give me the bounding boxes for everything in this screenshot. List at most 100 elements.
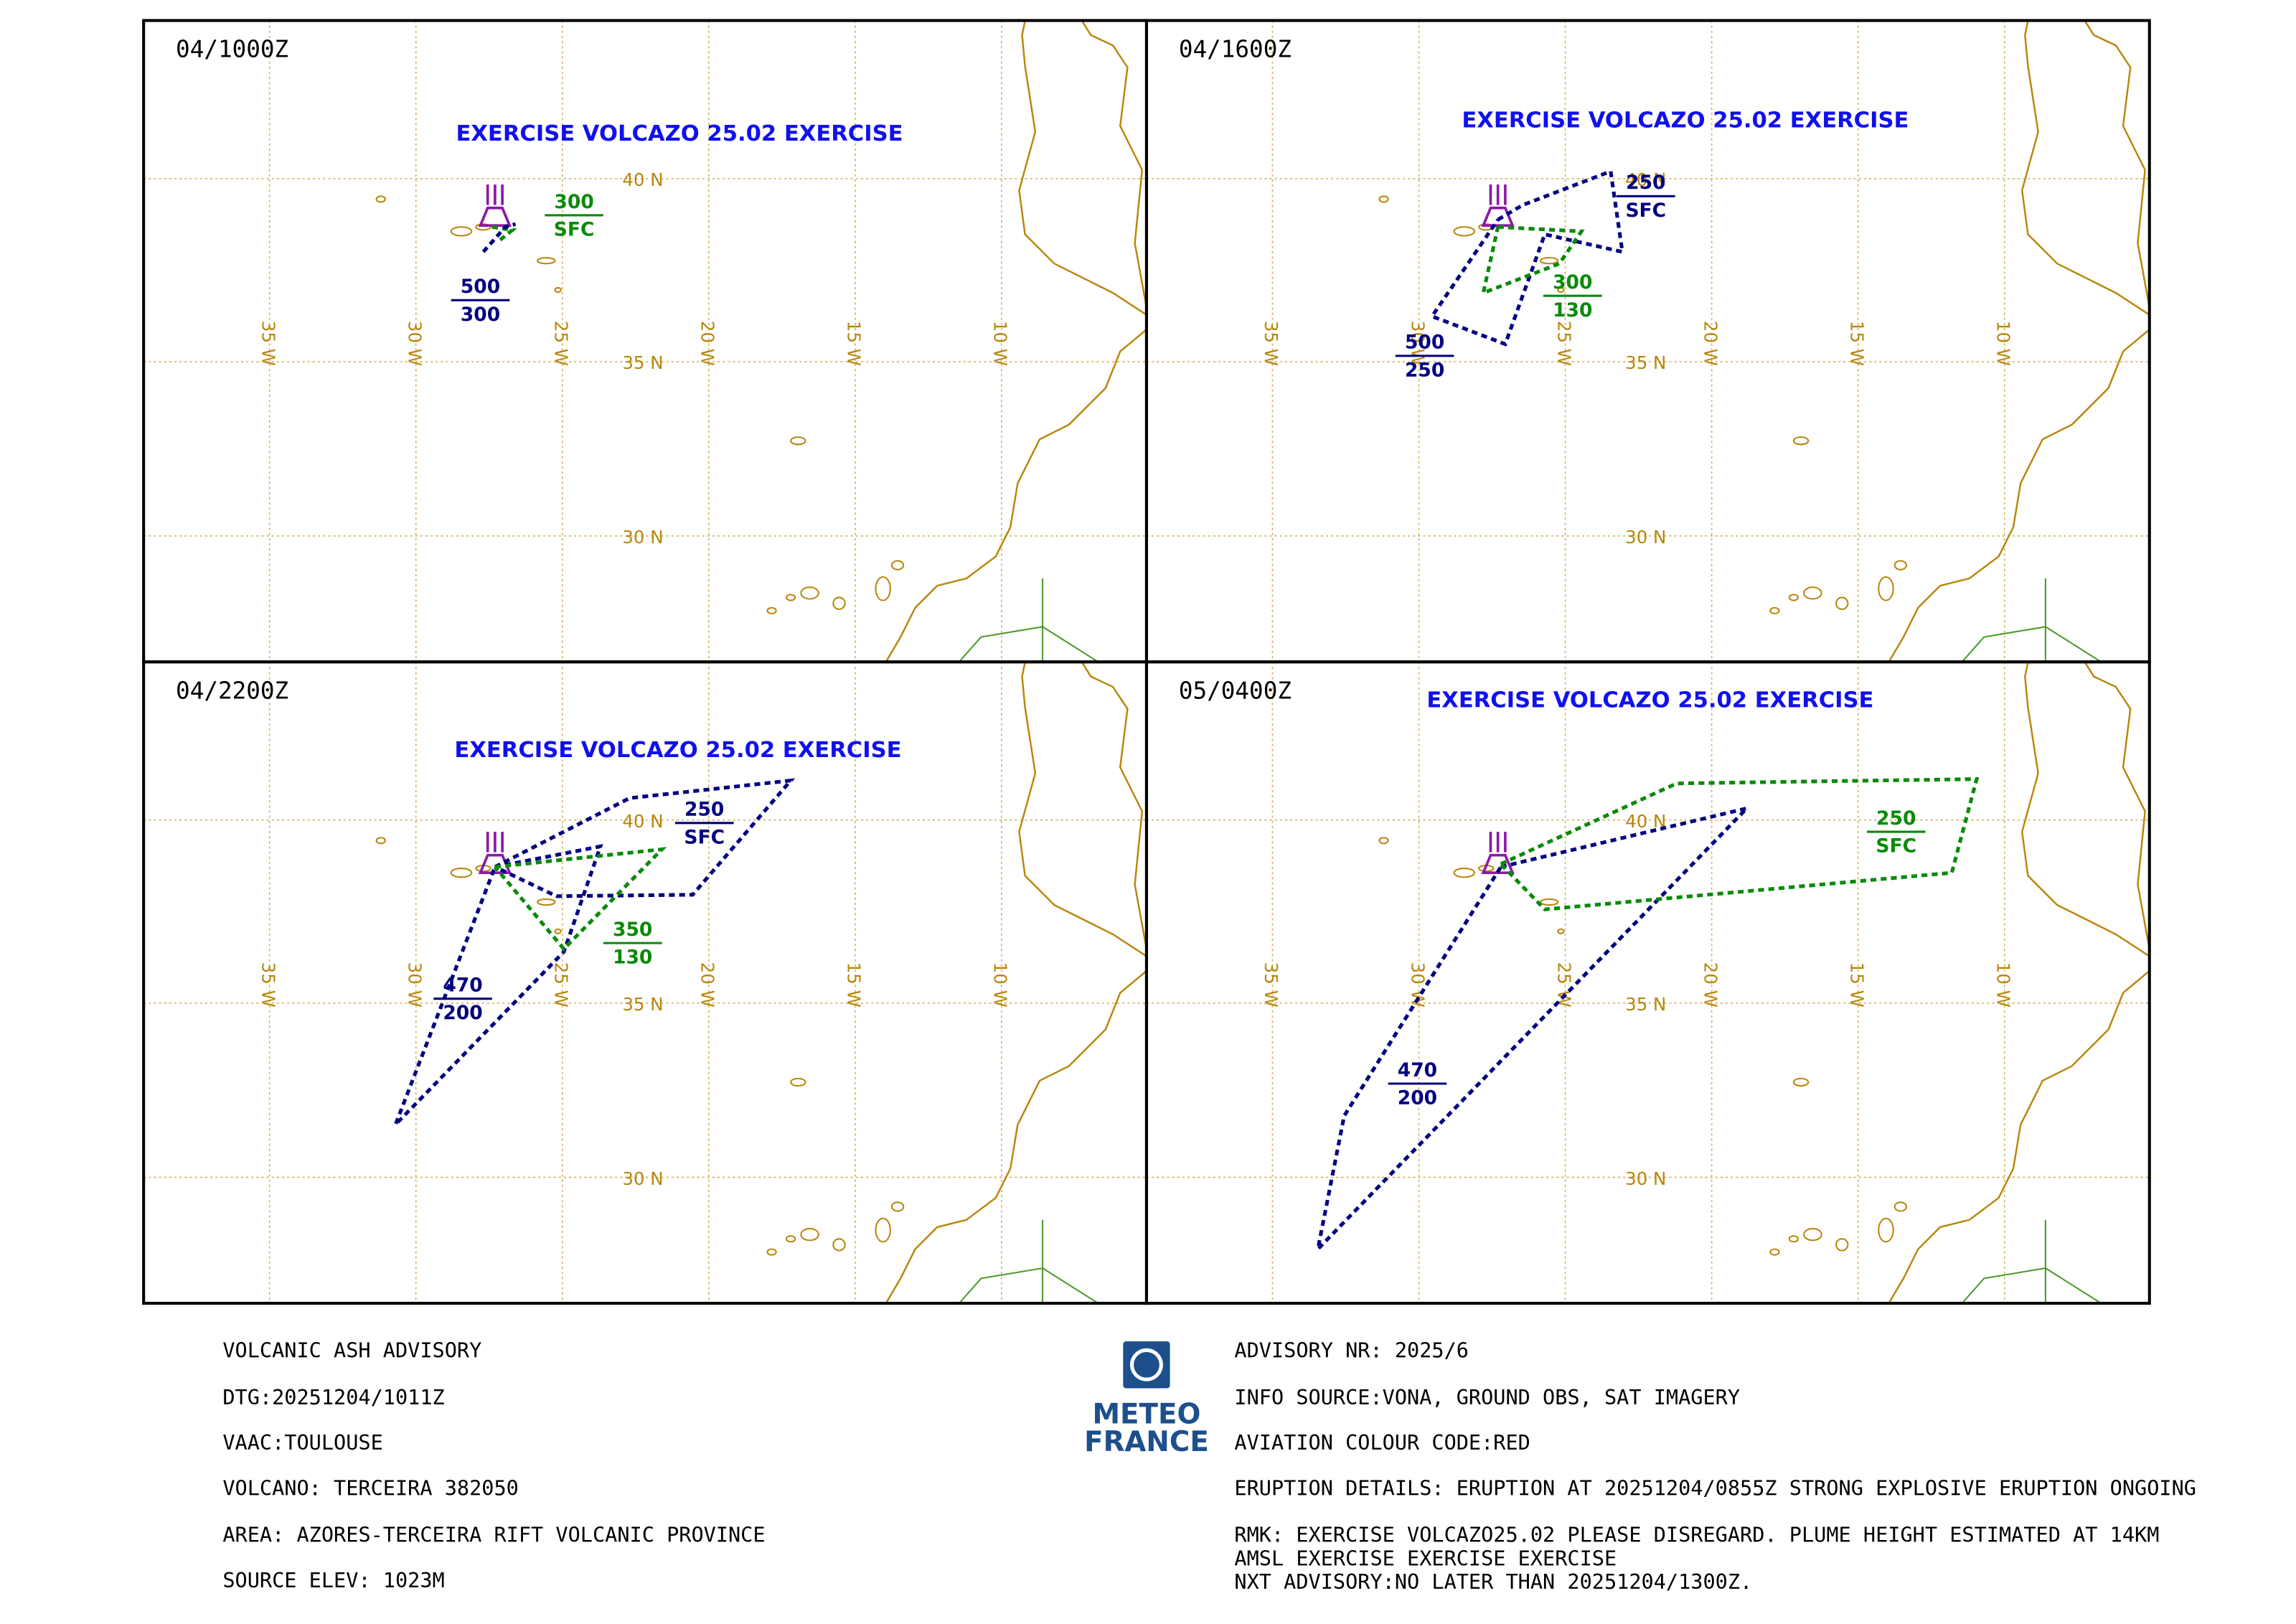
longitude-label: 35 W [1261, 321, 1281, 366]
longitude-label: 30 W [1407, 321, 1428, 366]
advisory-line: VOLCANO: TERCEIRA 382050 [222, 1475, 518, 1500]
coastline [1888, 20, 2150, 662]
valid-time: 04/1600Z [1179, 36, 1292, 63]
latitude-label: 35 N [1625, 994, 1666, 1015]
advisory-line: VAAC:TOULOUSE [222, 1430, 382, 1455]
island [1788, 593, 1799, 601]
island [1378, 195, 1389, 203]
border [2045, 626, 2102, 662]
level-base: SFC [684, 826, 725, 848]
latitude-label: 30 N [1625, 1168, 1666, 1189]
map-panel: 35 W 30 W 25 W 20 W 15 W 10 W 40 N 35 N 30 N 04/2… [142, 660, 1148, 1305]
volcano-cone [478, 206, 512, 227]
latitude-label: 40 N [622, 169, 663, 190]
island [766, 606, 777, 615]
latitude-label: 30 N [622, 1168, 663, 1189]
coastline [2020, 662, 2150, 957]
level-top: 500 [461, 276, 500, 298]
logo: METEO FRANCE [1084, 1341, 1209, 1458]
exercise-title: EXERCISE VOLCAZO 25.02 EXERCISE [456, 121, 903, 146]
longitude-label: 25 W [551, 962, 572, 1008]
island [1453, 226, 1476, 237]
longitude-label: 20 W [1700, 321, 1721, 366]
border [1042, 626, 1099, 662]
ash-area [393, 844, 603, 1126]
ash-area [1499, 776, 1980, 911]
ash-area [1480, 225, 1585, 296]
advisory-line: VOLCANIC ASH ADVISORY [222, 1338, 481, 1363]
advisory-line: ERUPTION DETAILS: ERUPTION AT 20251204/0… [1234, 1475, 2196, 1500]
advisory-line: INFO SOURCE:VONA, GROUND OBS, SAT IMAGER… [1234, 1385, 1740, 1409]
volcano-symbol [1481, 832, 1515, 875]
exercise-title: EXERCISE VOLCAZO 25.02 EXERCISE [1426, 688, 1873, 713]
island [1557, 286, 1565, 294]
island [1539, 898, 1559, 906]
island [1878, 576, 1894, 601]
logo-swirl [1130, 1348, 1163, 1381]
coastline [885, 20, 1147, 662]
island [1453, 868, 1476, 878]
island [450, 226, 473, 237]
level-base: 200 [443, 1002, 482, 1024]
island [800, 586, 819, 600]
level-base: 200 [1398, 1087, 1437, 1109]
latitude-label: 35 N [622, 352, 663, 373]
level-top: 300 [1553, 271, 1592, 294]
volcano-symbol [478, 184, 512, 227]
island [875, 576, 891, 601]
longitude-label: 10 W [990, 962, 1011, 1008]
border [1042, 1267, 1099, 1304]
map-layer: 35 W 30 W 25 W 20 W 15 W 10 W40 N35 N30 N [1146, 662, 2150, 1304]
coastline [1888, 662, 2150, 1304]
level-top: 500 [1405, 332, 1444, 354]
island [554, 928, 562, 934]
island [890, 560, 905, 571]
coastline [2020, 20, 2150, 316]
longitude-label: 20 W [697, 321, 718, 366]
level-top: 300 [554, 191, 593, 213]
border [1961, 626, 2046, 662]
volcano-cone [1481, 853, 1515, 875]
level-base: SFC [1625, 200, 1666, 222]
island [1792, 436, 1810, 446]
map-layer: 35 W 30 W 25 W 20 W 15 W 10 W40 N35 N30 N [1146, 20, 2150, 662]
island [1557, 928, 1565, 934]
level-base: 130 [1553, 299, 1592, 321]
valid-time: 05/0400Z [1179, 677, 1292, 704]
map-panel: 35 W 30 W 25 W 20 W 15 W 10 W40 N35 N30 N05/0… [1144, 660, 2151, 1305]
longitude-label: 30 W [405, 321, 425, 366]
island [790, 436, 806, 446]
level-top: 470 [1398, 1059, 1437, 1081]
advisory-line: SOURCE ELEV: 1023M [222, 1568, 444, 1592]
island [537, 898, 556, 906]
island [1539, 257, 1559, 265]
level-top: 350 [613, 919, 652, 941]
longitude-label: 35 W [1261, 962, 1281, 1008]
island [1378, 837, 1389, 845]
island [1893, 560, 1908, 571]
latitude-label: 40 N [1625, 169, 1666, 190]
island [785, 1235, 796, 1243]
advisory-line: AREA: AZORES-TERCEIRA RIFT VOLCANIC PROV… [222, 1523, 765, 1547]
level-top: 250 [1876, 807, 1916, 830]
coastline [1018, 662, 1147, 957]
longitude-label: 35 W [258, 962, 278, 1008]
advisory-line: ADVISORY NR: 2025/6 [1234, 1338, 1469, 1363]
ash-area [493, 847, 667, 952]
latitude-label: 30 N [1625, 527, 1666, 548]
ash-area [481, 222, 517, 253]
island [1769, 606, 1780, 615]
map-panel: 35 W 30 W 25 W 20 W 15 W 10 W 40 N 35 N 30 N 04/1… [1144, 19, 2151, 664]
island [790, 1077, 806, 1087]
level-top: 250 [1626, 172, 1665, 194]
logo-text: METEO [1092, 1398, 1200, 1430]
valid-time: 04/2200Z [176, 677, 288, 704]
border [1961, 1267, 2046, 1304]
exercise-title: EXERCISE VOLCAZO 25.02 EXERCISE [1462, 108, 1909, 133]
ash-area [1314, 804, 1753, 1255]
advisory-line: NXT ADVISORY:NO LATER THAN 20251204/1300… [1234, 1569, 1752, 1594]
advisory-line: RMK: EXERCISE VOLCAZO25.02 PLEASE DISREG… [1234, 1523, 2159, 1547]
latitude-label: 35 N [622, 994, 663, 1015]
